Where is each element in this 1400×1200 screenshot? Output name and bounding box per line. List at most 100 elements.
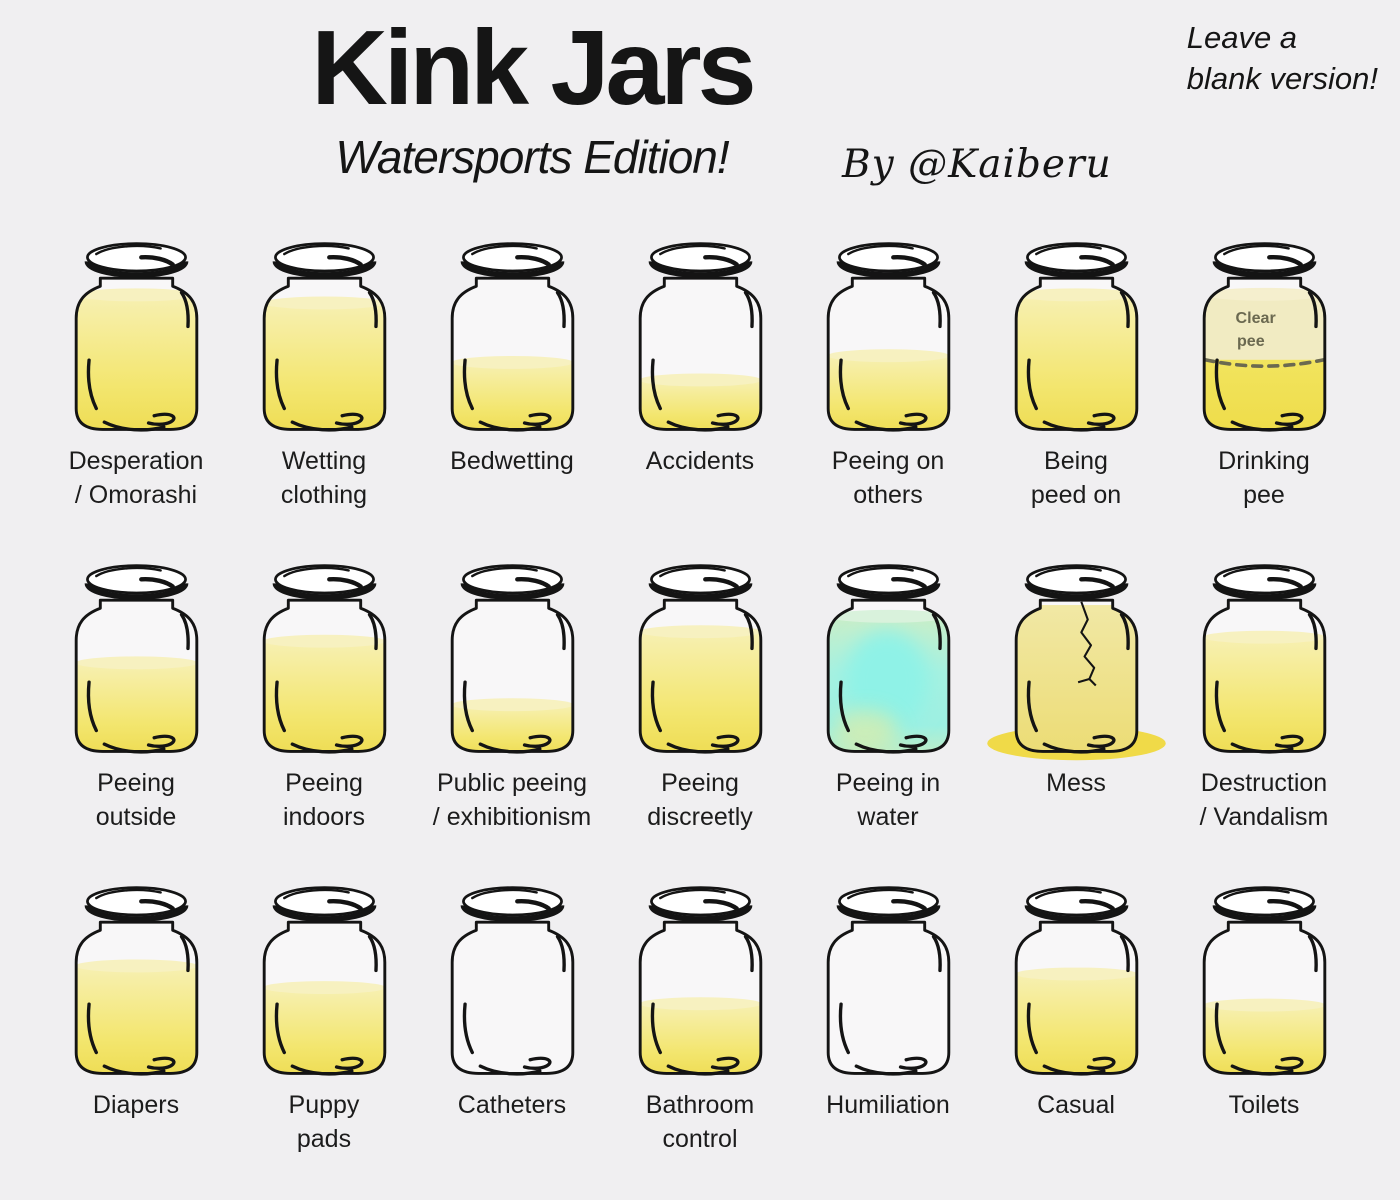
jar-label: Casual bbox=[1037, 1091, 1115, 1119]
jar-lid bbox=[836, 886, 940, 922]
glass-highlight bbox=[838, 290, 942, 432]
jar-item: Catheters bbox=[418, 874, 606, 1196]
jar-label: Peeing in water bbox=[835, 769, 941, 831]
jar-item: Humiliation bbox=[794, 874, 982, 1196]
glass-highlight bbox=[838, 612, 942, 754]
glass-highlight bbox=[1026, 934, 1130, 1076]
jar-item: Bedwetting bbox=[418, 230, 606, 552]
jar-graphic bbox=[262, 564, 386, 754]
glass-highlight bbox=[838, 934, 942, 1076]
jar-item: Bathroom control bbox=[606, 874, 794, 1196]
clear-pee-label: pee bbox=[1236, 332, 1264, 350]
jar-item: Destruction / Vandalism bbox=[1170, 552, 1358, 874]
glass-highlight bbox=[274, 934, 378, 1076]
jar-graphic bbox=[450, 886, 574, 1076]
jar-item: Casual bbox=[982, 874, 1170, 1196]
jar-lid bbox=[648, 564, 752, 600]
glass-highlight bbox=[1214, 290, 1318, 432]
jar-graphic bbox=[74, 886, 198, 1076]
jar-body-outline bbox=[74, 598, 198, 753]
glass-highlight bbox=[274, 290, 378, 432]
clear-pee-label: Clear bbox=[1235, 309, 1276, 327]
jar-item: Diapers bbox=[42, 874, 230, 1196]
jar-label: Humiliation bbox=[826, 1091, 950, 1119]
jar-lid bbox=[84, 564, 188, 600]
jar-item: Peeing outside bbox=[42, 552, 230, 874]
jar-label: Bedwetting bbox=[450, 447, 574, 475]
jar-lid bbox=[648, 242, 752, 278]
jar-lid bbox=[836, 242, 940, 278]
jar-item: Public peeing / exhibitionism bbox=[418, 552, 606, 874]
jar-graphic bbox=[1202, 564, 1326, 754]
jar-graphic bbox=[1014, 242, 1138, 432]
jar-graphic bbox=[638, 886, 762, 1076]
jar-item: Peeing on others bbox=[794, 230, 982, 552]
jar-label: Destruction / Vandalism bbox=[1199, 769, 1329, 831]
jar-item: Toilets bbox=[1170, 874, 1358, 1196]
jar-lid bbox=[272, 564, 376, 600]
jar-item: Mess bbox=[982, 552, 1170, 874]
jar-label: Puppy pads bbox=[288, 1091, 360, 1153]
jar-label: Wetting clothing bbox=[280, 447, 368, 509]
glass-highlight bbox=[86, 612, 190, 754]
glass-highlight bbox=[650, 290, 754, 432]
glass-highlight bbox=[274, 612, 378, 754]
jar-body-outline bbox=[1202, 920, 1326, 1075]
jar-graphic bbox=[1014, 886, 1138, 1076]
jar-item: Puppy pads bbox=[230, 874, 418, 1196]
jar-label: Peeing outside bbox=[95, 769, 177, 831]
jar-graphic bbox=[1202, 886, 1326, 1076]
jar-label: Diapers bbox=[92, 1091, 180, 1119]
jar-lid bbox=[1024, 564, 1128, 600]
page-header: Kink Jars Watersports Edition! bbox=[92, 14, 972, 184]
jar-lid bbox=[84, 242, 188, 278]
jar-lid bbox=[836, 564, 940, 600]
jar-body-outline bbox=[74, 920, 198, 1075]
jar-lid bbox=[460, 242, 564, 278]
jar-lid bbox=[648, 886, 752, 922]
jar-graphic bbox=[826, 886, 950, 1076]
glass-highlight bbox=[1214, 934, 1318, 1076]
jar-body-outline bbox=[638, 920, 762, 1075]
jar-label: Public peeing / exhibitionism bbox=[432, 769, 592, 831]
jar-graphic bbox=[450, 242, 574, 432]
jar-body-outline bbox=[262, 920, 386, 1075]
jar-item: Peeing indoors bbox=[230, 552, 418, 874]
jar-label: Desperation / Omorashi bbox=[68, 447, 204, 509]
jar-lid bbox=[1212, 242, 1316, 278]
jar-label: Bathroom control bbox=[645, 1091, 755, 1153]
jar-graphic bbox=[638, 564, 762, 754]
jar-item: Clear pee Drinking pee bbox=[1170, 230, 1358, 552]
glass-highlight bbox=[1026, 612, 1130, 754]
jar-graphic bbox=[74, 564, 198, 754]
jar-item: Peeing in water bbox=[794, 552, 982, 874]
jar-label: Being peed on bbox=[1030, 447, 1122, 509]
clear-pee-divider bbox=[1203, 357, 1325, 368]
glass-highlight bbox=[86, 290, 190, 432]
jar-item: Wetting clothing bbox=[230, 230, 418, 552]
jar-label: Peeing on others bbox=[831, 447, 945, 509]
jar-item: Peeing discreetly bbox=[606, 552, 794, 874]
jar-body-outline bbox=[638, 276, 762, 431]
glass-highlight bbox=[650, 612, 754, 754]
jar-graphic bbox=[450, 564, 574, 754]
jar-lid bbox=[272, 242, 376, 278]
jar-graphic bbox=[826, 242, 950, 432]
jar-lid bbox=[460, 886, 564, 922]
glass-highlight bbox=[650, 934, 754, 1076]
jar-graphic: Clear pee bbox=[1202, 242, 1326, 432]
glass-highlight bbox=[462, 934, 566, 1076]
jar-lid bbox=[1212, 564, 1316, 600]
jar-body-outline bbox=[262, 598, 386, 753]
jar-body-outline bbox=[262, 276, 386, 431]
jar-body-outline bbox=[1202, 598, 1326, 753]
jar-grid: Desperation / Omorashi Wetting clothing Bedw… bbox=[42, 230, 1358, 1196]
jar-item: Being peed on bbox=[982, 230, 1170, 552]
jar-body-outline bbox=[450, 276, 574, 431]
crack-line bbox=[1077, 601, 1097, 687]
jar-item: Desperation / Omorashi bbox=[42, 230, 230, 552]
corner-note: Leave a blank version! bbox=[1186, 20, 1378, 96]
jar-label: Catheters bbox=[457, 1091, 567, 1119]
jar-body-outline bbox=[1014, 276, 1138, 431]
